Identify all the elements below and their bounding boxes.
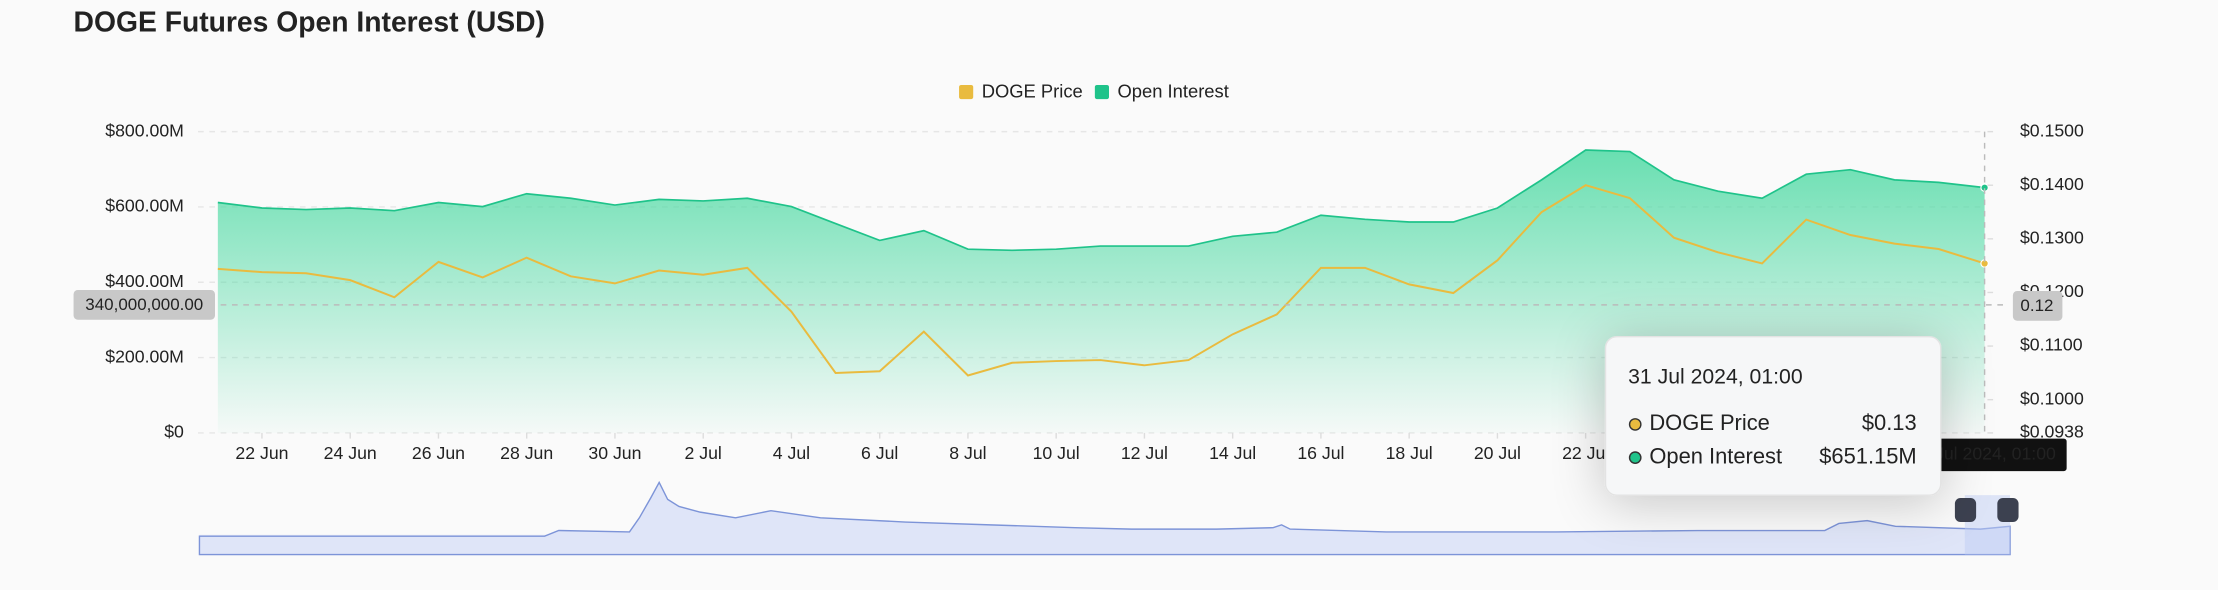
- x-tick-label: 14 Jul: [1209, 443, 1256, 463]
- x-tick-label: 2 Jul: [685, 443, 722, 463]
- tooltip-label: DOGE Price: [1649, 410, 1770, 435]
- y2-tick-label: $0.0938: [2020, 422, 2084, 442]
- navigator-area: [198, 480, 2011, 556]
- y-tick-label: $600.00M: [105, 196, 184, 216]
- legend-label[interactable]: Open Interest: [1117, 81, 1228, 102]
- area: [217, 150, 1985, 433]
- x-tick-label: 10 Jul: [1033, 443, 1080, 463]
- x-tick-label: 4 Jul: [773, 443, 810, 463]
- tooltip-value: $0.13: [1862, 410, 1917, 435]
- navigator: [198, 480, 2019, 556]
- crosshair-y2-label: 0.12: [2020, 296, 2053, 315]
- x-tick-label: 26 Jun: [412, 443, 465, 463]
- x-tick-label: 28 Jun: [500, 443, 553, 463]
- y-tick-label: $400.00M: [105, 271, 184, 291]
- x-tick-label: 22 Jul: [1562, 443, 1609, 463]
- plot-area: [217, 149, 1989, 433]
- y2-tick-label: $0.1300: [2020, 228, 2084, 248]
- crosshair-y-label: 340,000,000.00: [85, 295, 203, 314]
- legend-label[interactable]: DOGE Price: [982, 81, 1083, 102]
- x-tick-label: 16 Jul: [1297, 443, 1344, 463]
- chart-title: DOGE Futures Open Interest (USD): [74, 6, 545, 38]
- tooltip-value: $651.15M: [1819, 443, 1916, 468]
- x-tick-label: 8 Jul: [949, 443, 986, 463]
- y2-tick-label: $0.1400: [2020, 174, 2084, 194]
- crosshair-y2-label-bg: [2012, 291, 2063, 321]
- y-tick-label: $800.00M: [105, 120, 184, 140]
- x-tick-label: 18 Jul: [1386, 443, 1433, 463]
- tooltip: 31 Jul 2024, 01:00 DOGE Price $0.13 Open In…: [1604, 336, 1942, 496]
- line: [217, 184, 1985, 377]
- y2-tick-label: $0.1100: [2020, 335, 2083, 355]
- navigator-handle[interactable]: [1997, 497, 2019, 523]
- tooltip-marker: [1628, 451, 1642, 465]
- x-tick-label: 20 Jul: [1474, 443, 1521, 463]
- crosshair-x-label: 31 Jul 2024, 01:00: [1910, 444, 2056, 464]
- tooltip-box: [1604, 336, 1942, 496]
- legend-swatch: [959, 84, 974, 100]
- navigator-handle[interactable]: [1954, 497, 1977, 523]
- y-tick-label: $0: [164, 422, 184, 442]
- tooltip-label: Open Interest: [1649, 443, 1782, 468]
- x-tick-label: 24 Jun: [324, 443, 377, 463]
- x-tick-label: 30 Jun: [588, 443, 641, 463]
- y-tick-label: $200.00M: [105, 346, 184, 366]
- x-tick-label: 6 Jul: [861, 443, 898, 463]
- legend-swatch: [1094, 84, 1109, 100]
- crosshair-y-label-bg: [73, 290, 216, 320]
- y2-tick-label: $0.1500: [2020, 120, 2084, 140]
- x-tick-label: 12 Jul: [1121, 443, 1168, 463]
- y2-tick-label: $0.1000: [2020, 388, 2084, 408]
- axes: $0 $200.00M $400.00M $600.00M $800.00M $0.093…: [105, 81, 2084, 463]
- tooltip-title: 31 Jul 2024, 01:00: [1628, 365, 1802, 388]
- tooltip-marker: [1628, 418, 1642, 431]
- x-tick-label: 22 Jun: [235, 443, 288, 463]
- line: [217, 149, 1985, 252]
